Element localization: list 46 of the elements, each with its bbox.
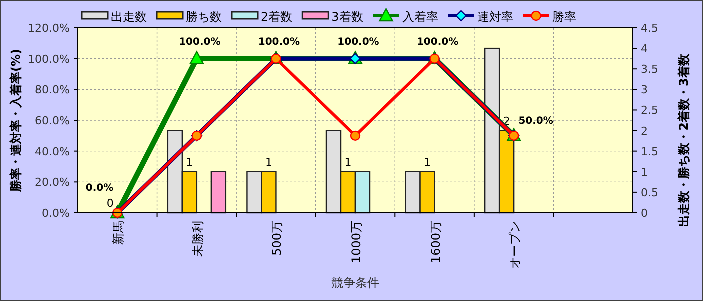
data-label: 1 bbox=[265, 156, 272, 169]
data-label: 100.0% bbox=[179, 37, 221, 48]
y-tick-label: 60.0% bbox=[35, 114, 70, 128]
y2-tick-label: 4 bbox=[641, 42, 648, 56]
x-tick-label: 未勝利 bbox=[190, 221, 205, 257]
legend-label: 3着数 bbox=[332, 10, 364, 24]
y-tick-label: 100.0% bbox=[28, 52, 70, 66]
data-label: 50.0% bbox=[518, 116, 554, 127]
x-tick-label: 1000万 bbox=[350, 221, 364, 264]
data-label: 0 bbox=[106, 197, 114, 210]
y-axis-title: 勝率・連対率・入着率(%) bbox=[9, 49, 23, 193]
y2-tick-label: 2 bbox=[641, 124, 648, 138]
data-label: 0.0% bbox=[86, 183, 114, 194]
y2-tick-label: 2.5 bbox=[641, 104, 658, 118]
y2-tick-label: 0.5 bbox=[641, 186, 658, 200]
point bbox=[350, 130, 361, 142]
legend-label: 出走数 bbox=[111, 10, 147, 24]
y-tick-label: 20.0% bbox=[35, 176, 70, 190]
x-tick-label: 500万 bbox=[270, 221, 284, 256]
legend-label: 2着数 bbox=[261, 10, 293, 24]
data-label: 100.0% bbox=[416, 37, 459, 48]
y2-tick-label: 3.5 bbox=[641, 63, 658, 76]
legend-label: 連対率 bbox=[477, 10, 514, 24]
y2-tick-label: 1 bbox=[641, 166, 648, 179]
legend-label: 入着率 bbox=[402, 10, 438, 24]
y2-axis-title: 出走数・勝ち数・2着数・3着数 bbox=[677, 53, 691, 227]
y-tick-label: 40.0% bbox=[35, 145, 70, 158]
data-label: 1 bbox=[424, 156, 432, 169]
data-label: 1 bbox=[186, 156, 194, 169]
data-label: 1 bbox=[344, 156, 352, 169]
point bbox=[190, 51, 204, 64]
data-label: 100.0% bbox=[258, 37, 300, 48]
x-axis-title: 競争条件 bbox=[332, 276, 380, 290]
x-tick-label: オープン bbox=[508, 221, 522, 269]
y-tick-label: 120.0% bbox=[28, 22, 70, 35]
y-tick-label: 80.0% bbox=[35, 84, 70, 97]
y2-tick-label: 0 bbox=[641, 207, 648, 220]
x-tick-label: 1600万 bbox=[428, 221, 443, 264]
legend-label: 勝ち数 bbox=[186, 10, 222, 24]
y2-tick-label: 4.5 bbox=[641, 22, 658, 35]
y-tick-label: 0.0% bbox=[42, 207, 70, 220]
y2-tick-label: 3 bbox=[641, 84, 648, 97]
x-tick-label: 新馬 bbox=[112, 221, 126, 245]
y2-tick-label: 1.5 bbox=[641, 145, 658, 158]
data-label: 100.0% bbox=[338, 37, 380, 48]
legend-label: 勝率 bbox=[552, 10, 576, 24]
